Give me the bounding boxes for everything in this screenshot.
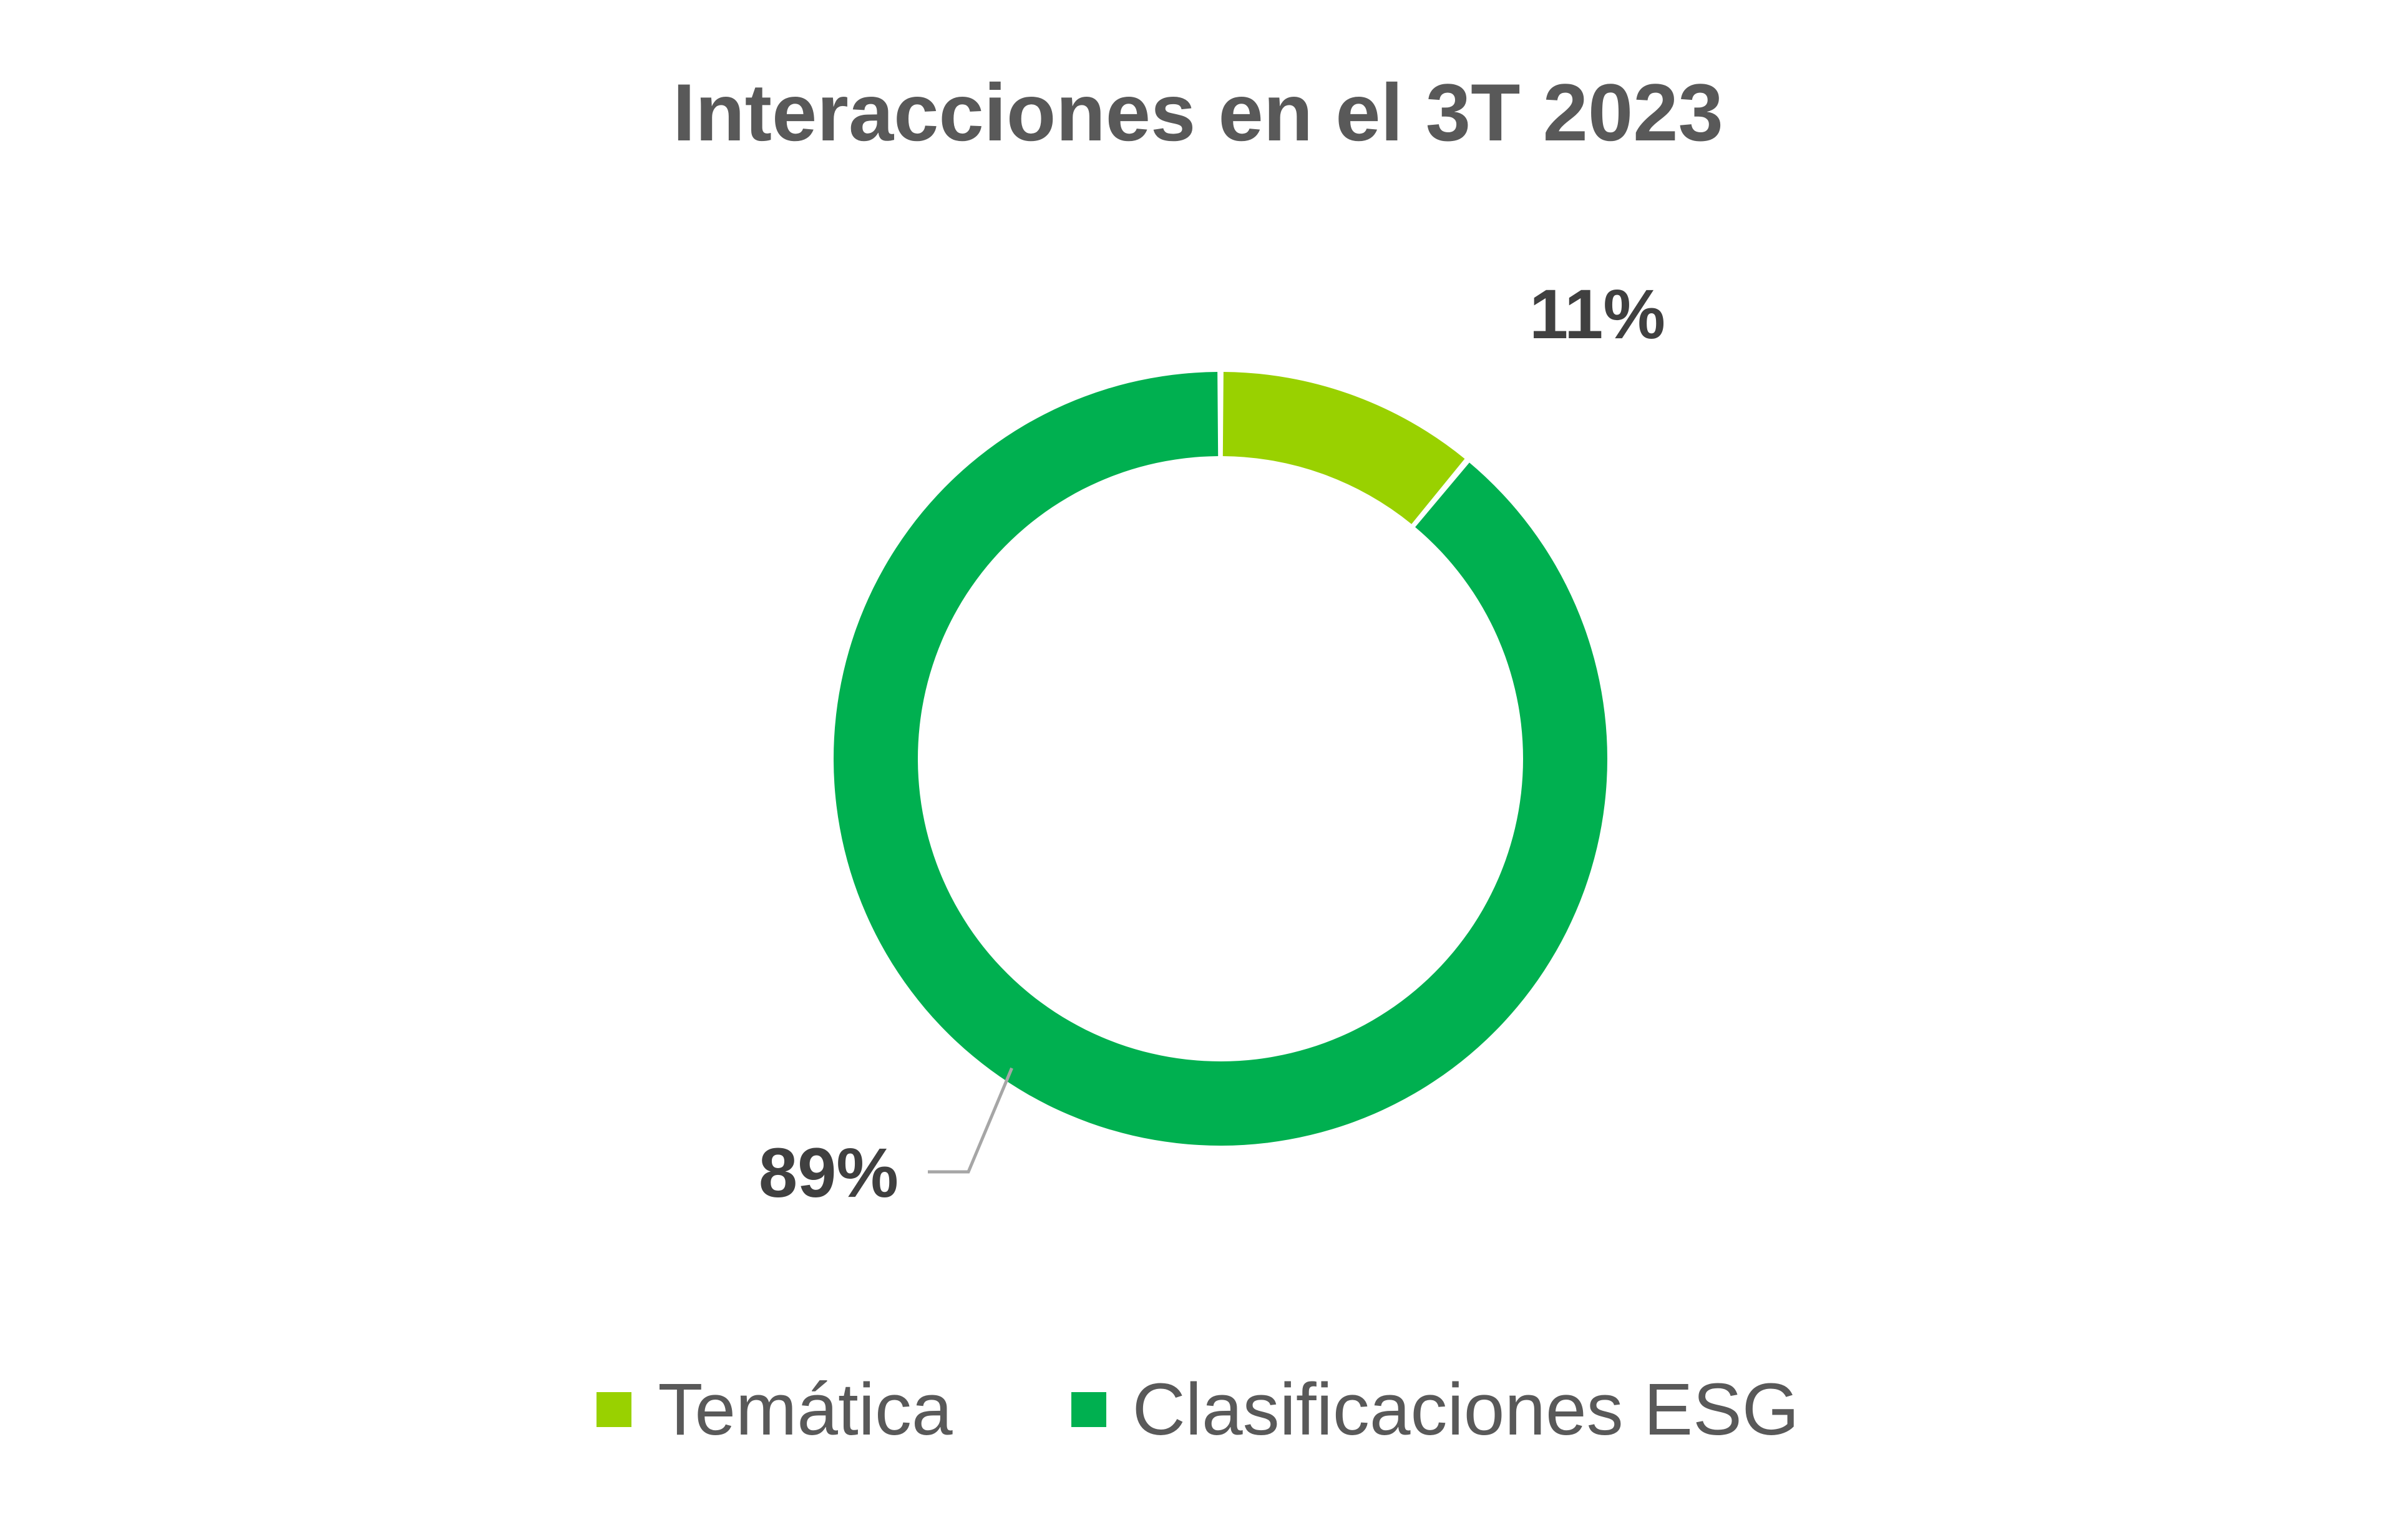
- legend: Temática Clasificaciones ESG: [0, 1373, 2396, 1446]
- legend-label-tematica: Temática: [658, 1368, 953, 1451]
- legend-item-tematica: Temática: [597, 1368, 953, 1451]
- leader-line-clasificaciones-esg: [928, 1067, 1013, 1174]
- legend-label-clasificaciones-esg: Clasificaciones ESG: [1132, 1368, 1799, 1451]
- chart-title: Interacciones en el 3T 2023: [673, 67, 1723, 158]
- data-label-clasificaciones-esg: 89%: [759, 1134, 898, 1212]
- legend-item-clasificaciones-esg: Clasificaciones ESG: [1071, 1373, 1799, 1446]
- slice-tematica: [1222, 372, 1465, 524]
- data-label-tematica: 11%: [1529, 275, 1665, 353]
- legend-swatch-clasificaciones-esg: [1071, 1392, 1106, 1427]
- slice-clasificaciones-esg: [833, 372, 1607, 1146]
- legend-swatch-tematica: [597, 1392, 632, 1427]
